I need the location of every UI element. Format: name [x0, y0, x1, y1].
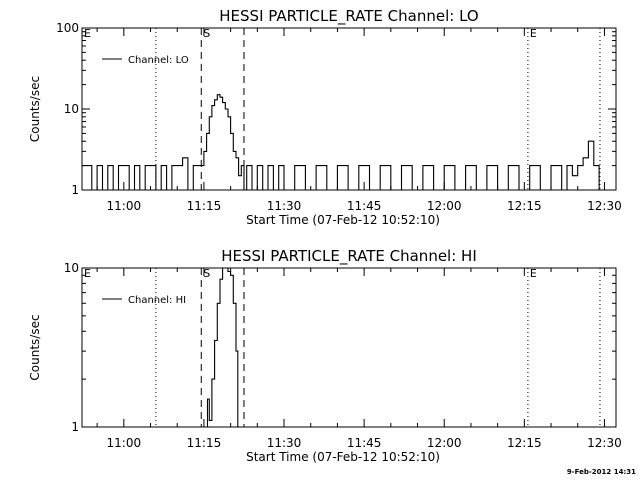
legend-label: Channel: LO [128, 55, 189, 66]
x-tick-label: 12:00 [427, 199, 462, 213]
marker-label: S [203, 27, 210, 40]
y-axis-label: Counts/sec [28, 314, 42, 380]
x-tick-label: 12:00 [427, 436, 462, 450]
y-tick-label: 10 [64, 102, 79, 116]
panel-hi: HESSI PARTICLE_RATE Channel: HI 11:00 11:1… [28, 247, 622, 464]
plot-frame [81, 267, 617, 428]
y-tick-label: 1 [71, 420, 79, 434]
chart-title: HESSI PARTICLE_RATE Channel: HI [221, 247, 477, 266]
x-tick-label: 12:30 [587, 199, 622, 213]
series-line-lo [82, 94, 606, 191]
marker-label: S [203, 267, 210, 280]
x-tick-label: 11:00 [107, 199, 142, 213]
x-tick-label: 11:45 [347, 436, 382, 450]
x-axis-label: Start Time (07-Feb-12 10:52:10) [246, 450, 440, 464]
series-line-hi [203, 267, 244, 428]
y-axis-label: Counts/sec [28, 76, 42, 142]
legend-label: Channel: HI [128, 295, 186, 306]
marker-label: E [84, 27, 91, 40]
y-tick-label: 1 [71, 183, 79, 197]
x-tick-label: 11:00 [107, 436, 142, 450]
marker-label: E [84, 267, 91, 280]
x-axis-label: Start Time (07-Feb-12 10:52:10) [246, 213, 440, 227]
x-tick-label: 12:15 [507, 199, 542, 213]
x-tick-label: 11:30 [267, 436, 302, 450]
x-tick-label: 12:30 [587, 436, 622, 450]
y-tick-label: 100 [56, 21, 79, 35]
generated-timestamp: 9-Feb-2012 14:31 [567, 468, 636, 476]
y-tick-label: 10 [64, 261, 79, 275]
x-tick-label: 12:15 [507, 436, 542, 450]
x-tick-label: 11:45 [347, 199, 382, 213]
chart-title: HESSI PARTICLE_RATE Channel: LO [219, 7, 478, 26]
x-tick-label: 11:30 [267, 199, 302, 213]
marker-label: E [530, 27, 537, 40]
panel-lo: HESSI PARTICLE_RATE Channel: LO 11:00 11:1… [28, 7, 622, 227]
x-tick-label: 11:15 [187, 199, 222, 213]
x-tick-label: 11:15 [187, 436, 222, 450]
marker-label: E [530, 267, 537, 280]
